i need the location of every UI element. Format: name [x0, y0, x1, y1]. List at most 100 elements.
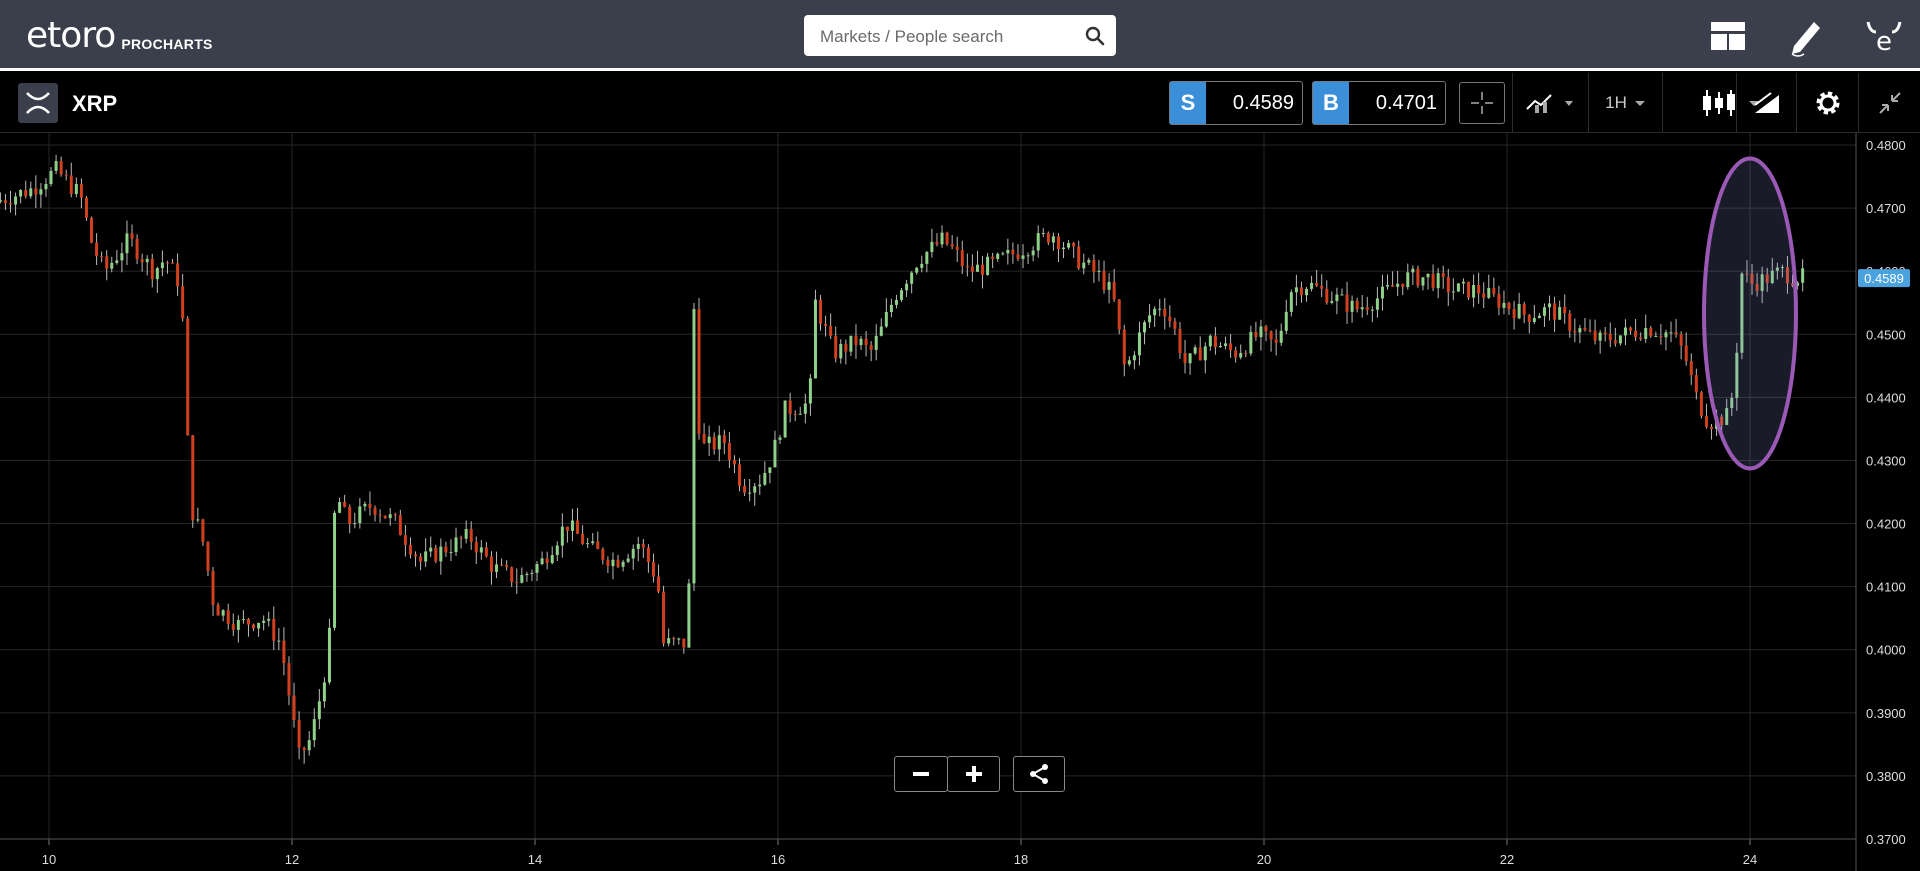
- candle-up: [879, 326, 883, 336]
- candle-down: [1573, 330, 1577, 333]
- candle-up: [257, 622, 261, 629]
- candle-down: [1401, 283, 1405, 288]
- etoro-profile-icon[interactable]: e: [1862, 14, 1906, 58]
- candle-down: [565, 526, 569, 531]
- candle-down: [206, 542, 210, 572]
- candle-up: [1780, 267, 1784, 269]
- candle-down: [469, 529, 473, 542]
- candle-down: [727, 443, 731, 461]
- crosshair-button[interactable]: [1458, 73, 1506, 132]
- candle-up: [424, 551, 428, 562]
- candle-up: [1618, 335, 1622, 344]
- candle-up: [884, 312, 888, 327]
- candle-down: [945, 232, 949, 245]
- candle-up: [1062, 247, 1066, 250]
- xrp-logo-icon: [18, 83, 58, 123]
- candle-up: [1082, 262, 1086, 269]
- candle-up: [338, 501, 342, 513]
- candle-up: [1097, 270, 1101, 272]
- candle-down: [1745, 273, 1749, 275]
- candle-down: [1593, 330, 1597, 341]
- pencil-icon[interactable]: [1784, 14, 1828, 58]
- candle-down: [834, 335, 838, 359]
- candle-down: [95, 242, 99, 257]
- zoom-out-button[interactable]: [894, 756, 948, 792]
- candle-up: [439, 546, 443, 562]
- search-input[interactable]: [818, 15, 1072, 58]
- candle-down: [1603, 332, 1607, 335]
- candle-up: [905, 283, 909, 291]
- candle-down: [1522, 303, 1526, 315]
- candle-down: [378, 514, 382, 516]
- candle-down: [991, 256, 995, 259]
- candle-down: [393, 514, 397, 516]
- collapse-icon: [1879, 91, 1901, 114]
- candle-up: [1426, 273, 1430, 278]
- candle-down: [444, 546, 448, 553]
- candle-down: [252, 624, 256, 629]
- price-chart[interactable]: 0.48000.47000.46000.45000.44000.43000.42…: [0, 133, 1920, 871]
- candle-up: [540, 558, 544, 565]
- drawing-tools-button[interactable]: [1736, 73, 1797, 132]
- candle-down: [788, 400, 792, 414]
- candle-down: [1320, 285, 1324, 289]
- candle-down: [373, 507, 377, 515]
- candle-down: [100, 256, 104, 258]
- candle-up: [758, 484, 762, 487]
- candle-up: [29, 188, 33, 197]
- candle-down: [191, 435, 195, 521]
- sell-button[interactable]: S 0.4589: [1169, 81, 1303, 125]
- etoro-logo[interactable]: eToro PROCHARTS: [26, 12, 213, 56]
- candle-up: [1770, 270, 1774, 283]
- x-tick-label: 14: [528, 852, 542, 867]
- candle-up: [1218, 346, 1222, 348]
- candle-up: [570, 520, 574, 531]
- candle-up: [1132, 355, 1136, 361]
- candle-up: [1021, 255, 1025, 259]
- candle-up: [783, 400, 787, 438]
- candle-up: [920, 263, 924, 268]
- candle-up: [1411, 268, 1415, 273]
- zoom-in-button[interactable]: [947, 756, 1000, 792]
- share-button[interactable]: [1013, 756, 1065, 792]
- candle-down: [869, 345, 873, 350]
- chart-type-button[interactable]: [1662, 73, 1797, 132]
- candle-up: [530, 572, 534, 574]
- candle-down: [1527, 314, 1531, 323]
- candle-up: [1289, 292, 1293, 312]
- indicators-button[interactable]: [1512, 73, 1589, 132]
- candle-down: [1497, 293, 1501, 308]
- layout-icon[interactable]: [1706, 14, 1750, 58]
- candle-down: [1492, 287, 1496, 294]
- timeframe-button[interactable]: 1H: [1588, 73, 1663, 132]
- y-tick-label: 0.4700: [1866, 201, 1906, 216]
- search-icon[interactable]: [1084, 25, 1106, 47]
- candle-up: [1051, 236, 1055, 243]
- y-tick-label: 0.4300: [1866, 453, 1906, 468]
- candle-up: [317, 701, 321, 720]
- candle-down: [960, 249, 964, 267]
- candle-up: [1137, 332, 1141, 356]
- candle-up: [353, 523, 357, 525]
- candle-down: [1791, 283, 1795, 286]
- candle-down: [1355, 300, 1359, 310]
- candle-up: [849, 335, 853, 352]
- candle-down: [981, 264, 985, 275]
- crosshair-icon: [1471, 91, 1493, 114]
- candle-down: [1639, 337, 1643, 339]
- candle-up: [1421, 277, 1425, 286]
- candle-up: [1305, 288, 1309, 296]
- buy-button[interactable]: B 0.4701: [1312, 81, 1446, 125]
- settings-button[interactable]: [1796, 73, 1859, 132]
- collapse-button[interactable]: [1858, 73, 1920, 132]
- candle-up: [1360, 307, 1364, 310]
- candle-down: [181, 286, 185, 319]
- candle-down: [1117, 299, 1121, 330]
- candle-up: [1669, 332, 1673, 334]
- candle-up: [550, 555, 554, 563]
- x-tick-label: 18: [1014, 852, 1028, 867]
- candle-up: [925, 252, 929, 264]
- candle-up: [449, 552, 453, 554]
- x-tick-label: 12: [285, 852, 299, 867]
- candle-up: [241, 619, 245, 621]
